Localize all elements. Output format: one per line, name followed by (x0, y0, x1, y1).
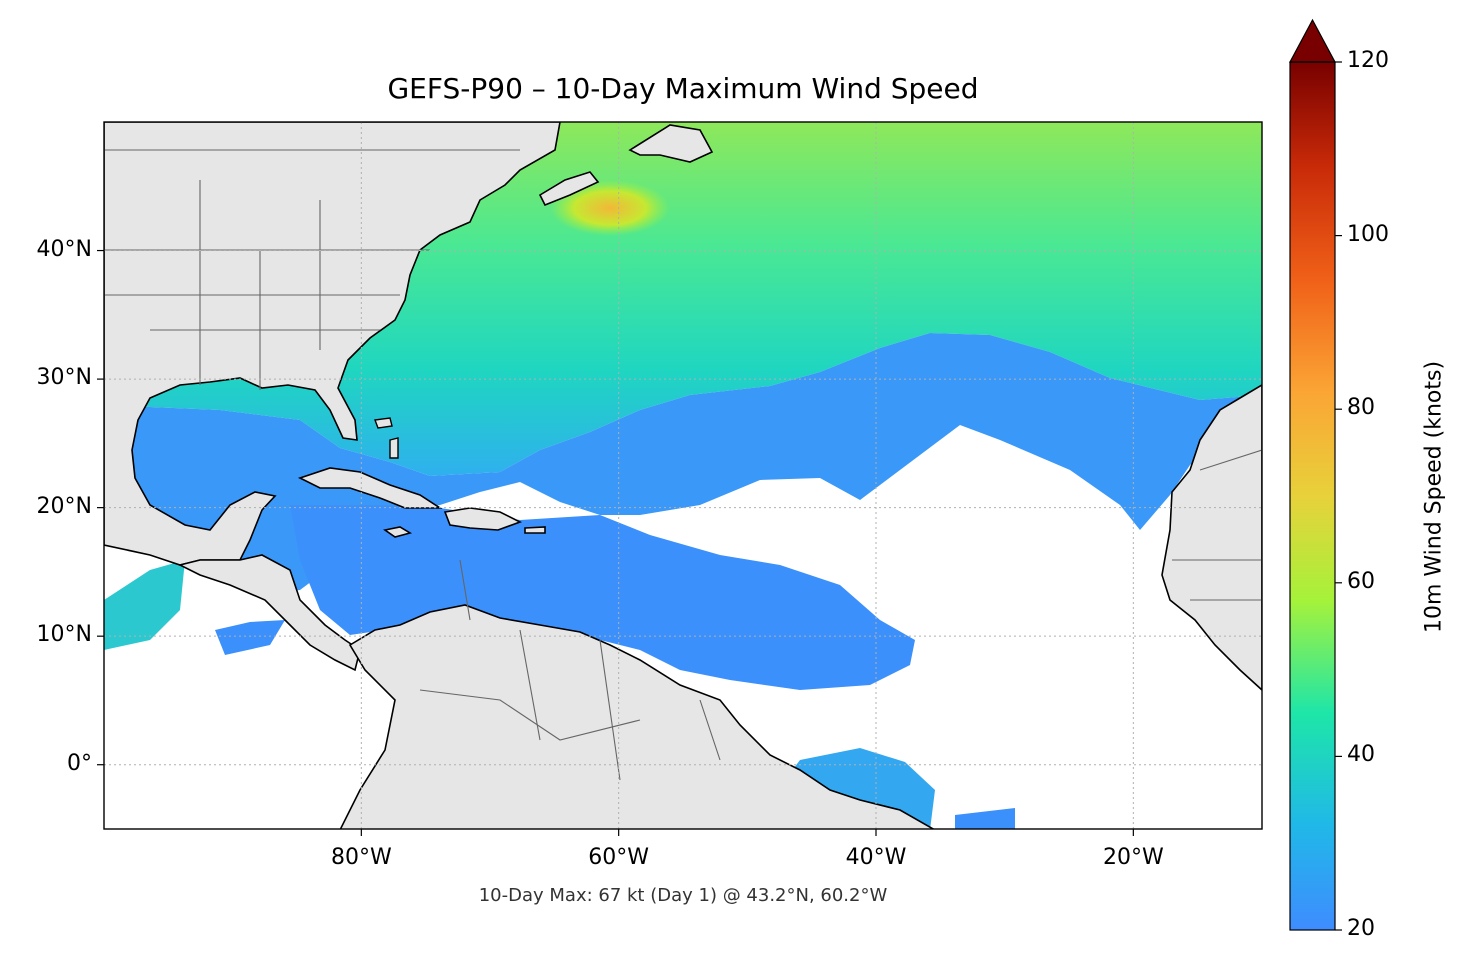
map-title: GEFS-P90 – 10-Day Maximum Wind Speed (387, 72, 979, 105)
colorbar-ticks (1335, 61, 1342, 931)
latitude-label: 40°N (36, 236, 92, 262)
nova-scotia-peninsula (538, 171, 600, 207)
longitude-label: 40°W (845, 845, 907, 870)
latitude-label: 20°N (36, 493, 92, 519)
wind-field-caribbean (290, 505, 915, 690)
hispaniola-island (443, 507, 523, 531)
wind-field-pacific-patch (215, 620, 285, 655)
latitude-label: 0° (67, 750, 92, 776)
political-borders (104, 149, 1262, 781)
colorbar (1288, 18, 1342, 931)
colorbar-gradient (1290, 62, 1335, 930)
colorbar-frame (1289, 61, 1336, 931)
map-frame (103, 121, 1263, 830)
colorbar-tick-label: 40 (1347, 742, 1375, 768)
latitude-label: 10°N (36, 622, 92, 648)
wind-peak-region (550, 180, 670, 236)
newfoundland-island (628, 124, 714, 163)
wind-field-trades (104, 333, 1262, 595)
map-area (104, 122, 1262, 829)
colorbar-title: 10m Wind Speed (knots) (1421, 360, 1447, 634)
map-footnote: 10-Day Max: 67 kt (Day 1) @ 43.2°N, 60.2… (478, 885, 888, 906)
wind-field-pacific-jet (104, 560, 185, 650)
map-gridlines (104, 122, 1262, 829)
colorbar-tick-label: 60 (1347, 568, 1375, 594)
colorbar-extend-arrow (1288, 18, 1337, 63)
colorbar-tick-label: 80 (1347, 395, 1375, 421)
longitude-label: 80°W (330, 845, 392, 870)
bahamas-islands (374, 417, 399, 459)
north-america-landmass (104, 122, 561, 566)
longitude-label: 60°W (588, 845, 650, 870)
puerto-rico-island (524, 526, 546, 534)
colorbar-tick-label: 20 (1347, 916, 1375, 941)
longitude-label: 20°W (1102, 845, 1164, 870)
latitude-label: 30°N (36, 365, 92, 391)
colorbar-tick-label: 120 (1347, 48, 1389, 73)
south-america-landmass (339, 604, 935, 829)
axis-ticks (97, 249, 1134, 836)
jamaica-island (383, 526, 413, 538)
wind-field-east-equatorial (955, 808, 1015, 829)
colorbar-tick-label: 100 (1347, 221, 1389, 247)
africa-landmass (1161, 384, 1262, 692)
